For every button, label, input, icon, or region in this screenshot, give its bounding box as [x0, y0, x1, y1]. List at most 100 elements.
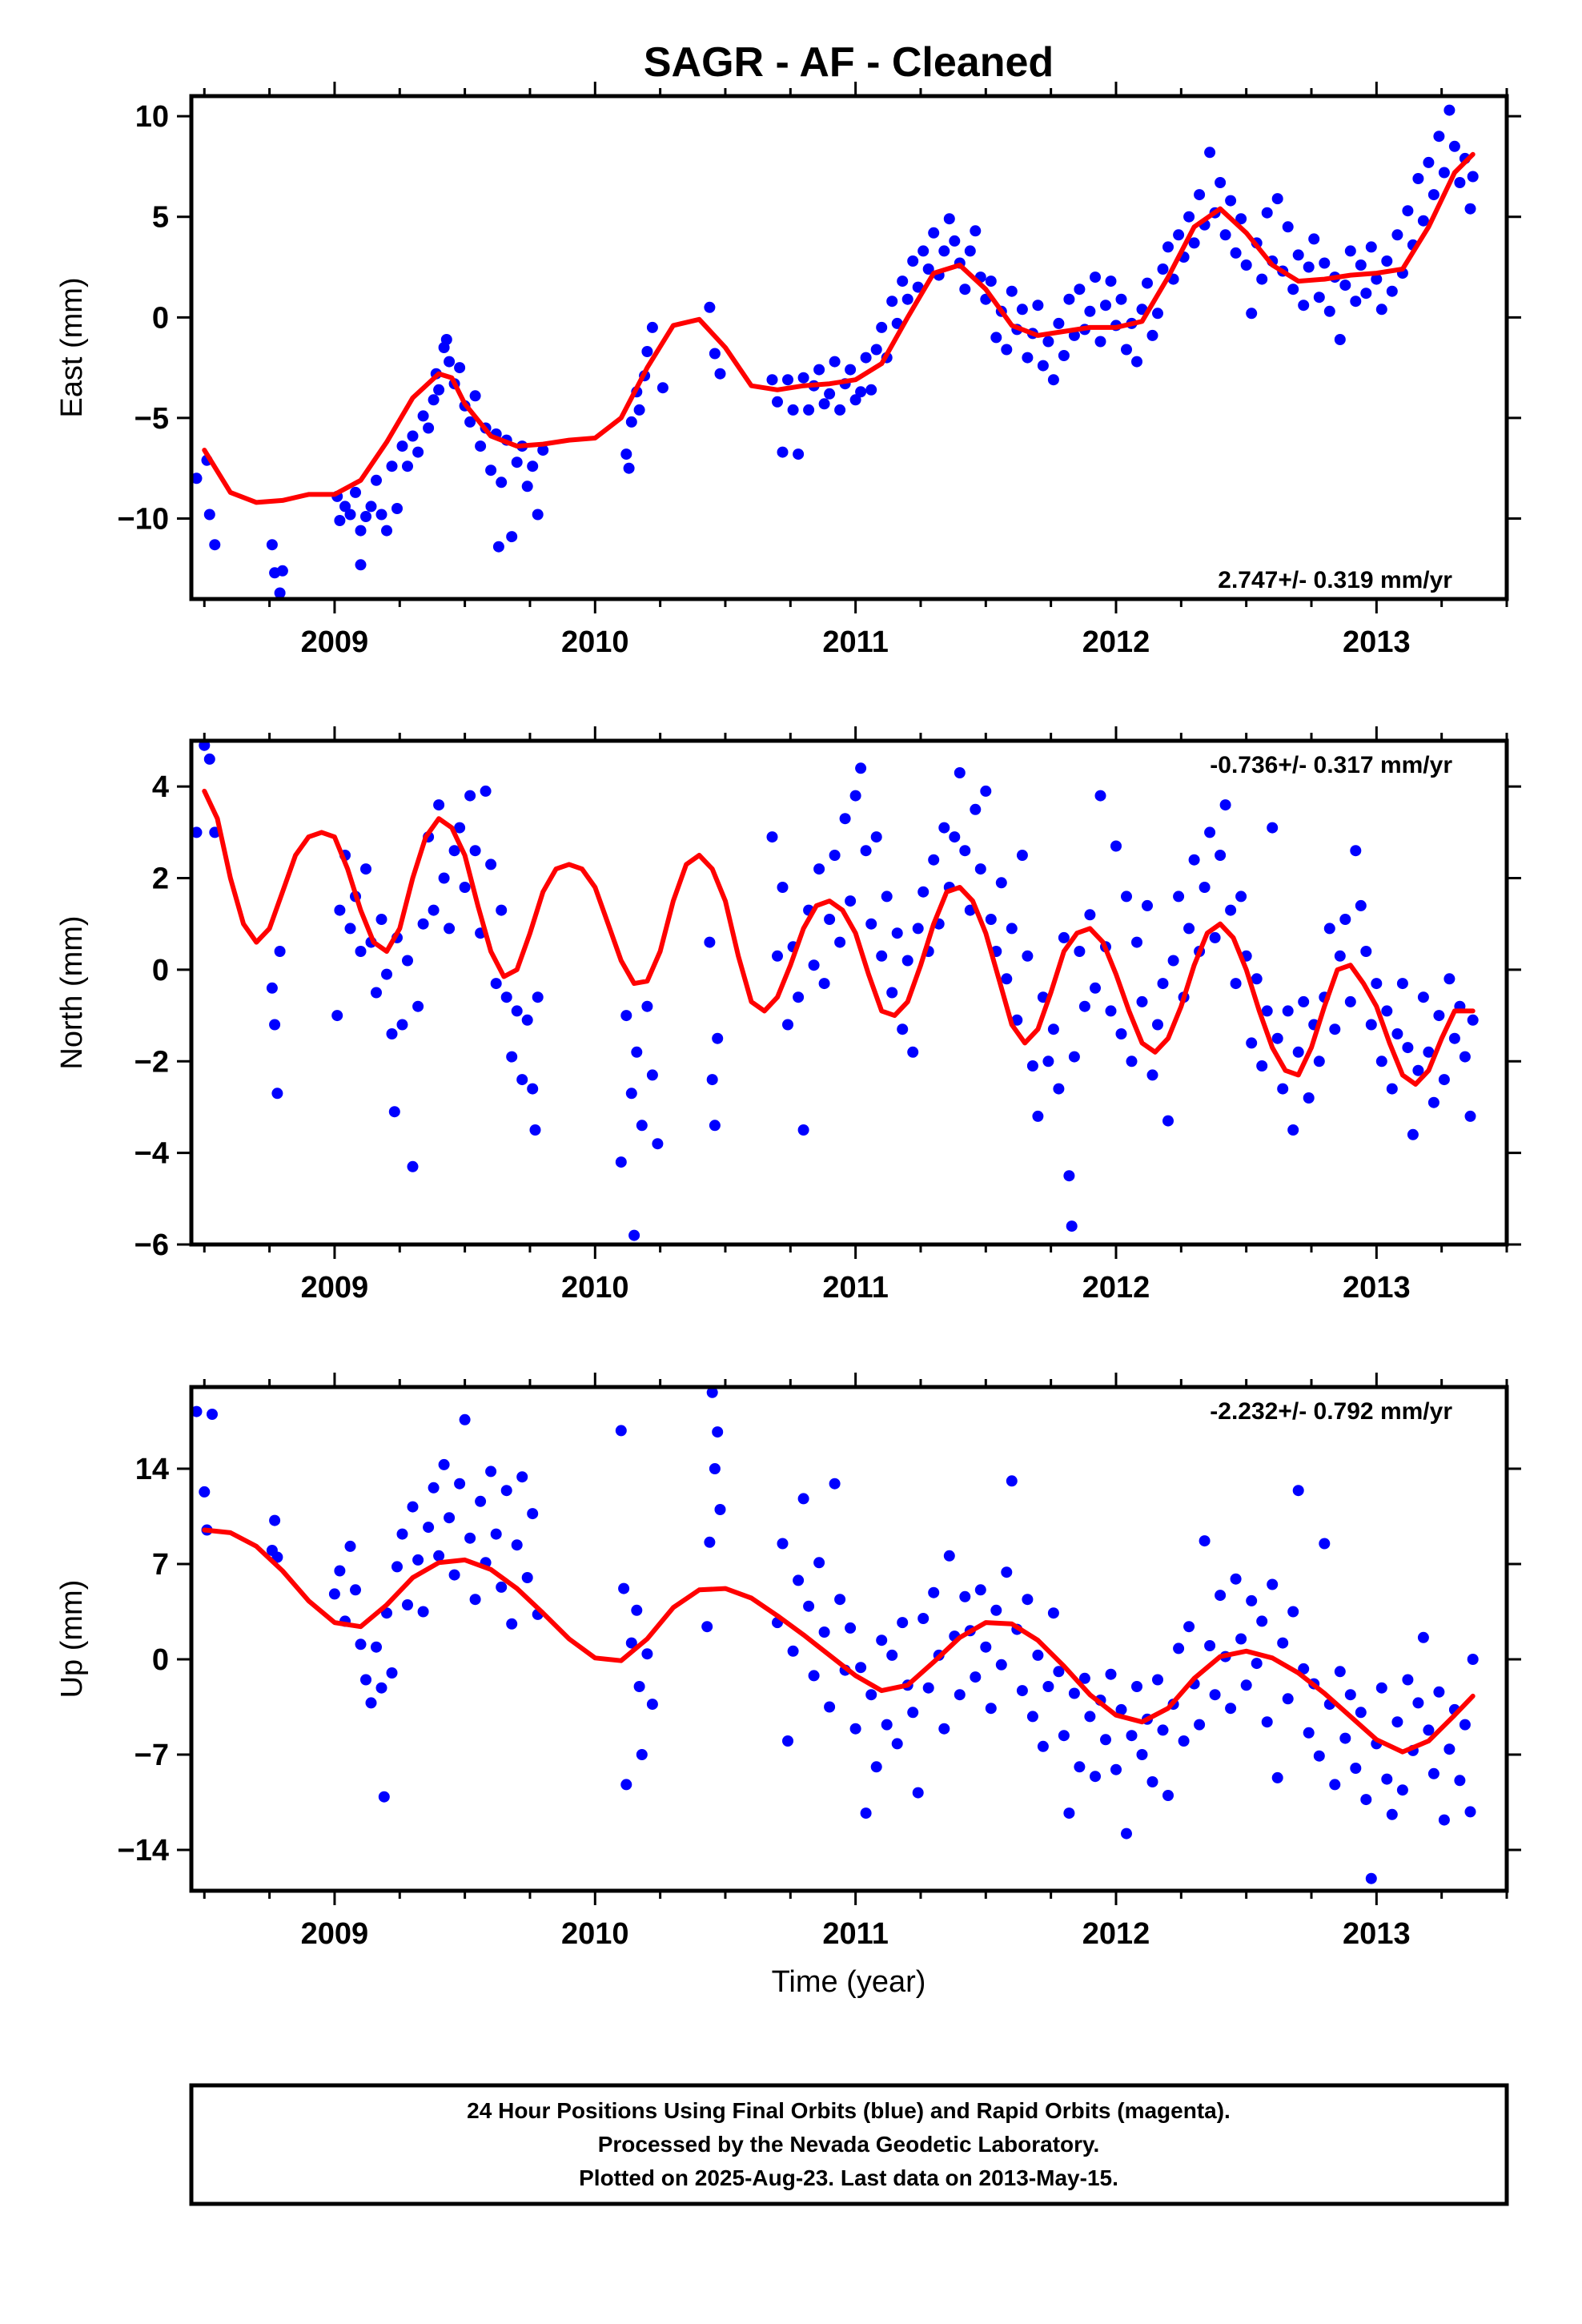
data-point [1074, 1761, 1086, 1773]
data-point [907, 1707, 919, 1719]
data-point [712, 1032, 724, 1044]
x-tick-label: 2009 [301, 1917, 369, 1951]
data-point [375, 1682, 387, 1694]
data-point [1058, 350, 1070, 361]
footer-frame [189, 2083, 1509, 2206]
data-point [1371, 273, 1383, 285]
data-point [706, 1074, 718, 1086]
data-point [938, 822, 950, 834]
y-tick-label: 0 [152, 301, 169, 335]
data-point [1417, 215, 1429, 227]
data-point [1448, 1032, 1460, 1044]
data-point [407, 430, 419, 442]
data-point [865, 384, 877, 396]
data-point [1100, 300, 1111, 312]
data-point [1319, 1538, 1331, 1550]
fit-curve [202, 151, 1476, 505]
data-point [464, 790, 476, 802]
data-point [203, 509, 215, 521]
data-point [1074, 946, 1086, 957]
data-point [331, 1010, 343, 1022]
data-point [1417, 991, 1429, 1003]
data-point [355, 525, 367, 537]
data-point [1427, 189, 1439, 201]
data-point [1386, 285, 1398, 297]
data-point [1334, 950, 1346, 962]
data-point [1267, 1578, 1279, 1590]
data-point [417, 410, 429, 422]
data-point [813, 863, 825, 875]
data-point [469, 1594, 481, 1606]
data-point [496, 904, 508, 916]
data-point [448, 845, 460, 857]
data-point [766, 831, 778, 843]
data-point [1464, 203, 1476, 215]
data-point [917, 886, 930, 898]
data-point [793, 448, 805, 460]
data-point [1042, 1681, 1054, 1692]
data-point [1287, 1606, 1299, 1618]
data-point [1199, 882, 1211, 893]
data-point [334, 515, 346, 526]
data-point [412, 446, 424, 458]
data-point [1402, 205, 1414, 217]
data-point [1110, 1763, 1122, 1775]
data-point [1115, 293, 1127, 305]
data-point [1215, 1590, 1227, 1602]
data-point [959, 845, 971, 857]
data-point [269, 1514, 281, 1526]
data-point [532, 991, 544, 1003]
data-point [1381, 1773, 1393, 1785]
data-point [433, 1550, 445, 1562]
data-point [1391, 1716, 1403, 1728]
data-point [199, 1486, 211, 1498]
data-point [1063, 1807, 1075, 1819]
data-point [433, 799, 445, 811]
data-point [803, 404, 815, 416]
data-point [652, 1138, 664, 1150]
data-point [1256, 1615, 1268, 1627]
data-point [1438, 1814, 1450, 1826]
data-point [339, 501, 351, 513]
data-point [396, 440, 408, 452]
fit-curve [202, 1527, 1476, 1755]
data-point [444, 1512, 456, 1524]
data-point [1194, 189, 1206, 201]
data-point [1344, 1689, 1356, 1701]
data-point [625, 1637, 637, 1649]
data-point [1454, 177, 1466, 188]
data-point [1292, 1046, 1304, 1058]
data-point [712, 1426, 724, 1438]
data-point [1209, 931, 1221, 943]
data-point [1183, 211, 1195, 223]
data-point [527, 1508, 539, 1520]
data-point [615, 1156, 627, 1168]
data-point [985, 914, 997, 925]
data-point [1183, 1621, 1195, 1633]
x-tick-label: 2011 [822, 1271, 888, 1305]
data-point [1090, 271, 1101, 283]
data-point [1032, 1110, 1044, 1122]
data-point [391, 503, 403, 514]
data-point [1188, 854, 1200, 866]
data-point [704, 936, 716, 948]
data-point [897, 1023, 909, 1035]
data-point [1173, 229, 1185, 241]
data-point [860, 845, 872, 857]
data-point [1329, 1023, 1341, 1035]
data-point [886, 1649, 898, 1661]
data-point [876, 1634, 888, 1647]
data-point [772, 396, 783, 408]
data-point [855, 386, 867, 398]
data-point [834, 1594, 846, 1606]
data-point [1319, 257, 1331, 269]
data-point [1219, 799, 1231, 811]
data-point [625, 416, 637, 428]
data-point [1115, 1028, 1127, 1039]
data-point [1078, 1000, 1090, 1012]
data-point [1152, 308, 1163, 320]
data-point [1391, 229, 1403, 241]
data-point [1142, 899, 1153, 911]
data-point [1146, 1069, 1158, 1081]
